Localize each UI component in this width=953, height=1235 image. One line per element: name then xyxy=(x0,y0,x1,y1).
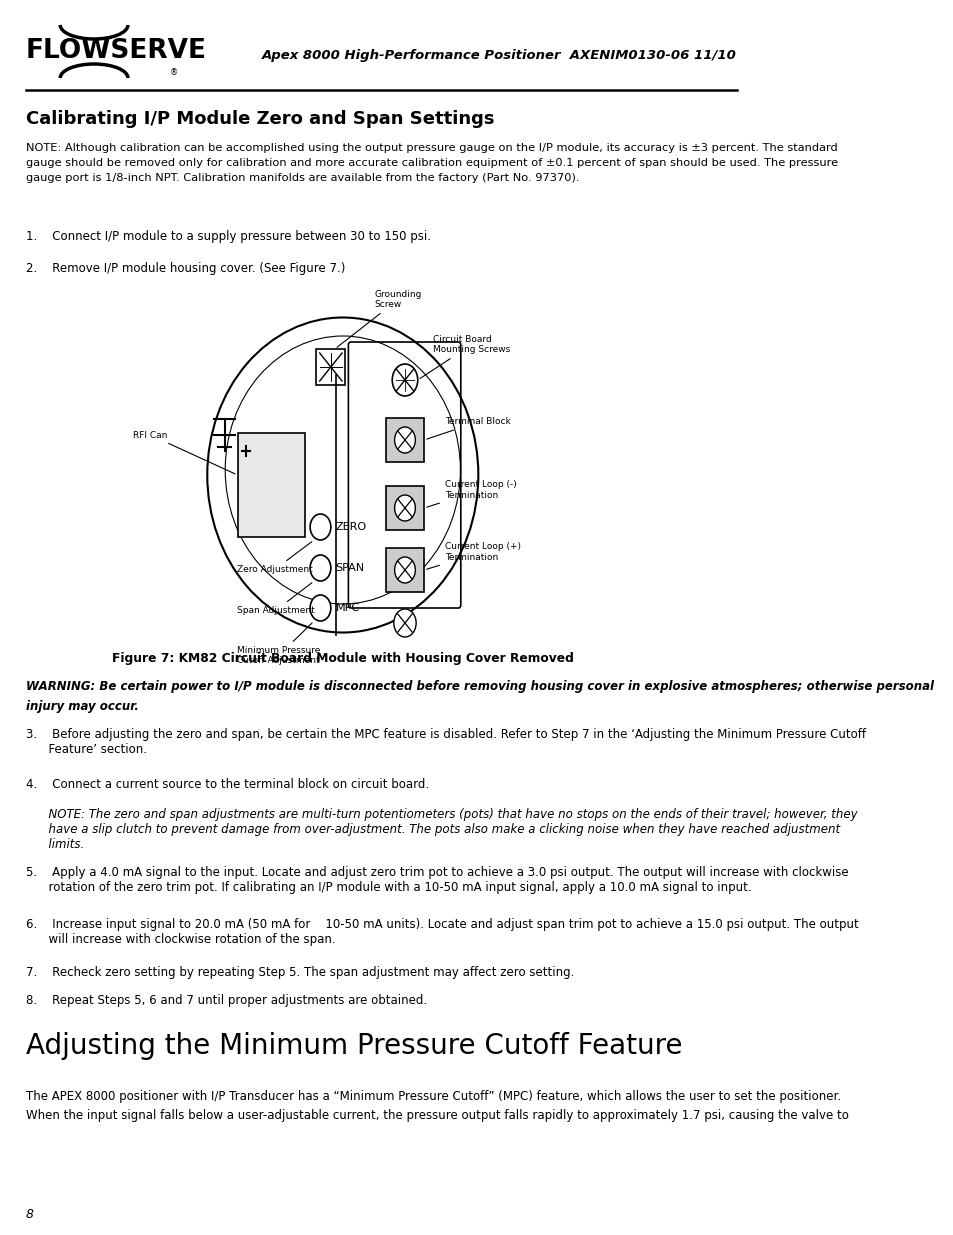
Circle shape xyxy=(310,555,331,580)
Text: 2.    Remove I/P module housing cover. (See Figure 7.): 2. Remove I/P module housing cover. (See… xyxy=(26,262,345,275)
Text: 8.    Repeat Steps 5, 6 and 7 until proper adjustments are obtained.: 8. Repeat Steps 5, 6 and 7 until proper … xyxy=(26,994,426,1007)
Bar xyxy=(385,487,424,530)
Text: Current Loop (+)
Termination: Current Loop (+) Termination xyxy=(426,542,520,569)
Text: Span Adjustment: Span Adjustment xyxy=(236,583,314,615)
Text: 4.    Connect a current source to the terminal block on circuit board.: 4. Connect a current source to the termi… xyxy=(26,778,428,790)
Text: 5.    Apply a 4.0 mA signal to the input. Locate and adjust zero trim pot to ach: 5. Apply a 4.0 mA signal to the input. L… xyxy=(26,866,847,894)
Text: 7.    Recheck zero setting by repeating Step 5. The span adjustment may affect z: 7. Recheck zero setting by repeating Ste… xyxy=(26,966,574,979)
Text: SPAN: SPAN xyxy=(335,563,364,573)
Circle shape xyxy=(394,609,416,637)
Circle shape xyxy=(395,557,415,583)
Bar xyxy=(385,417,424,462)
Text: Circuit Board
Mounting Screws: Circuit Board Mounting Screws xyxy=(419,335,510,378)
Text: 1.    Connect I/P module to a supply pressure between 30 to 150 psi.: 1. Connect I/P module to a supply pressu… xyxy=(26,230,430,243)
Text: FLOWSERVE: FLOWSERVE xyxy=(26,38,206,64)
Circle shape xyxy=(395,495,415,521)
Bar xyxy=(237,433,304,537)
Text: RFI Can: RFI Can xyxy=(132,431,234,474)
Circle shape xyxy=(392,364,417,396)
Text: ZERO: ZERO xyxy=(335,522,366,532)
Text: Terminal Block: Terminal Block xyxy=(426,417,510,440)
Text: ®: ® xyxy=(170,68,178,78)
Text: Figure 7: KM82 Circuit Board Module with Housing Cover Removed: Figure 7: KM82 Circuit Board Module with… xyxy=(112,652,573,664)
Text: NOTE: The zero and span adjustments are multi-turn potentiometers (pots) that ha: NOTE: The zero and span adjustments are … xyxy=(26,808,856,851)
Text: MPC: MPC xyxy=(335,603,359,613)
Text: Minimum Pressure
Cutoff Adjustment: Minimum Pressure Cutoff Adjustment xyxy=(236,622,320,666)
Text: Zero Adjustment: Zero Adjustment xyxy=(236,542,313,574)
Text: 8: 8 xyxy=(26,1208,33,1221)
Text: The APEX 8000 positioner with I/P Transducer has a “Minimum Pressure Cutoff” (MP: The APEX 8000 positioner with I/P Transd… xyxy=(26,1091,847,1123)
Text: injury may occur.: injury may occur. xyxy=(26,700,138,713)
Bar xyxy=(316,350,345,385)
Text: Current Loop (-)
Termination: Current Loop (-) Termination xyxy=(426,480,517,508)
Circle shape xyxy=(310,595,331,621)
Text: 6.    Increase input signal to 20.0 mA (50 mA for    10-50 mA units). Locate and: 6. Increase input signal to 20.0 mA (50 … xyxy=(26,918,858,946)
Bar xyxy=(385,548,424,592)
Circle shape xyxy=(395,427,415,453)
Text: Adjusting the Minimum Pressure Cutoff Feature: Adjusting the Minimum Pressure Cutoff Fe… xyxy=(26,1032,681,1060)
Circle shape xyxy=(310,514,331,540)
Text: 3.    Before adjusting the zero and span, be certain the MPC feature is disabled: 3. Before adjusting the zero and span, b… xyxy=(26,727,864,756)
Text: Grounding
Screw: Grounding Screw xyxy=(336,289,421,347)
Text: WARNING: Be certain power to I/P module is disconnected before removing housing : WARNING: Be certain power to I/P module … xyxy=(26,680,933,693)
Text: Calibrating I/P Module Zero and Span Settings: Calibrating I/P Module Zero and Span Set… xyxy=(26,110,494,128)
Text: Apex 8000 High-Performance Positioner  AXENIM0130-06 11/10: Apex 8000 High-Performance Positioner AX… xyxy=(261,49,736,62)
Text: NOTE: Although calibration can be accomplished using the output pressure gauge o: NOTE: Although calibration can be accomp… xyxy=(26,143,837,184)
